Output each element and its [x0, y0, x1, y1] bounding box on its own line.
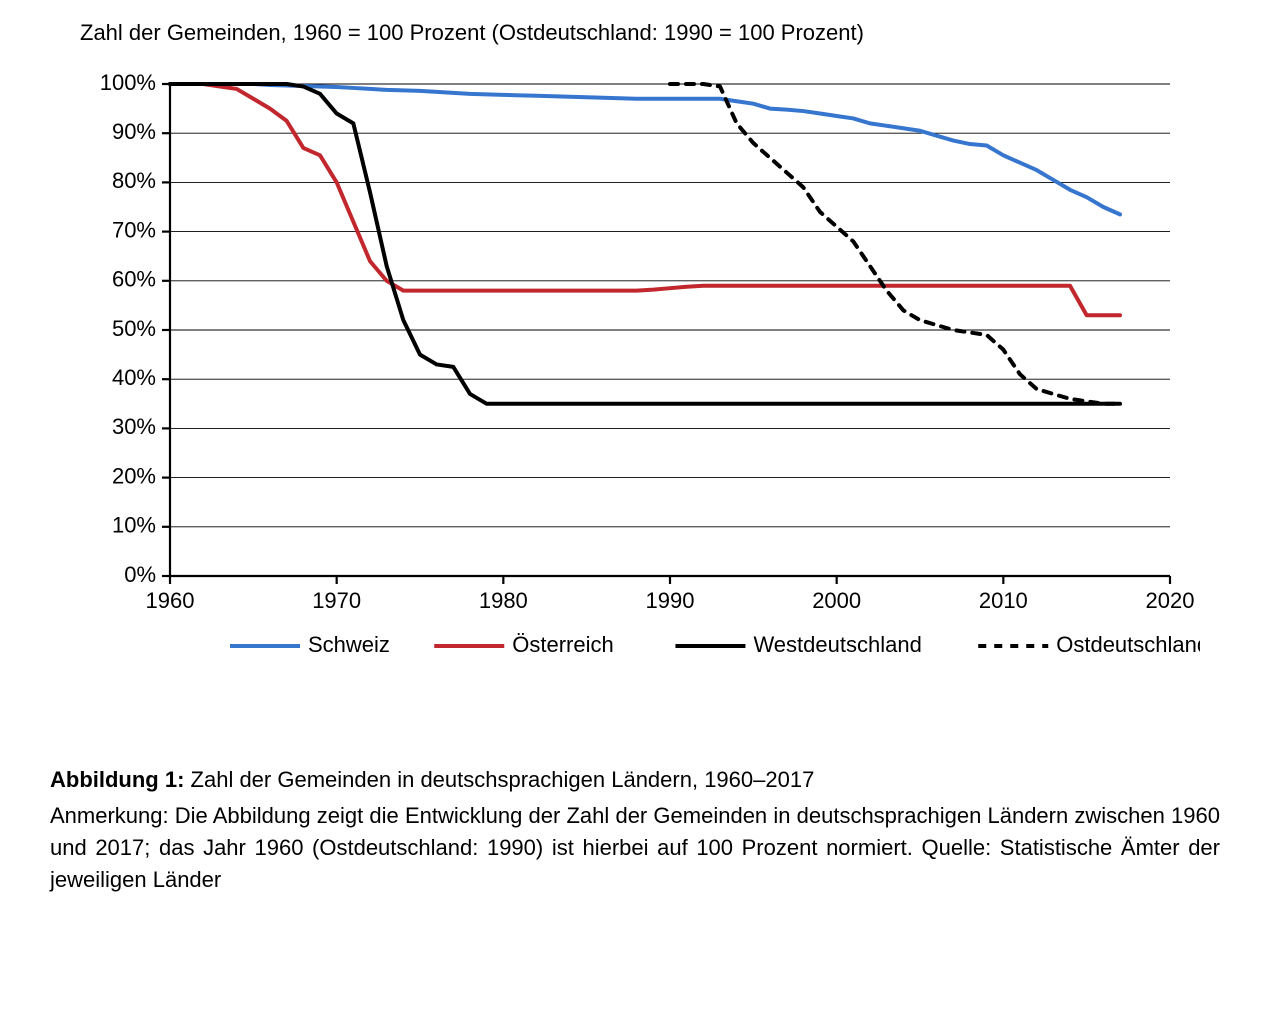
x-tick-label: 2000	[812, 588, 861, 613]
y-tick-label: 100%	[100, 70, 156, 95]
caption-title: Zahl der Gemeinden in deutschsprachigen …	[184, 767, 814, 792]
y-tick-label: 0%	[124, 562, 156, 587]
y-tick-label: 20%	[112, 463, 156, 488]
y-tick-label: 10%	[112, 513, 156, 538]
x-tick-label: 1960	[146, 588, 195, 613]
legend-label: Österreich	[512, 632, 613, 657]
series-ostdeutschland	[670, 84, 1120, 404]
y-tick-label: 30%	[112, 414, 156, 439]
series-schweiz	[170, 84, 1120, 214]
x-tick-label: 2010	[979, 588, 1028, 613]
chart-container: 0% 10% 20% 30% 40% 50% 60% 70% 80% 90% 100% 1960 197…	[50, 54, 1200, 694]
y-tick-label: 80%	[112, 168, 156, 193]
x-tick-label: 2020	[1146, 588, 1195, 613]
legend-label: Westdeutschland	[753, 632, 921, 657]
x-tick-label: 1970	[312, 588, 361, 613]
y-tick-label: 70%	[112, 217, 156, 242]
figure-caption: Abbildung 1: Zahl der Gemeinden in deuts…	[50, 764, 1220, 896]
x-tick-label: 1980	[479, 588, 528, 613]
chart-title: Zahl der Gemeinden, 1960 = 100 Prozent (…	[80, 20, 1222, 46]
line-chart: 0% 10% 20% 30% 40% 50% 60% 70% 80% 90% 100% 1960 197…	[50, 54, 1200, 694]
caption-label: Abbildung 1:	[50, 767, 184, 792]
caption-body: Anmerkung: Die Abbildung zeigt die Entwi…	[50, 800, 1220, 896]
page: Zahl der Gemeinden, 1960 = 100 Prozent (…	[0, 0, 1272, 1028]
x-tick-label: 1990	[646, 588, 695, 613]
y-tick-label: 60%	[112, 267, 156, 292]
y-tick-label: 90%	[112, 119, 156, 144]
legend-label: Ostdeutschland	[1056, 632, 1200, 657]
legend-label: Schweiz	[308, 632, 390, 657]
y-tick-label: 50%	[112, 316, 156, 341]
y-tick-label: 40%	[112, 365, 156, 390]
series-westdeutschland	[170, 84, 1120, 404]
